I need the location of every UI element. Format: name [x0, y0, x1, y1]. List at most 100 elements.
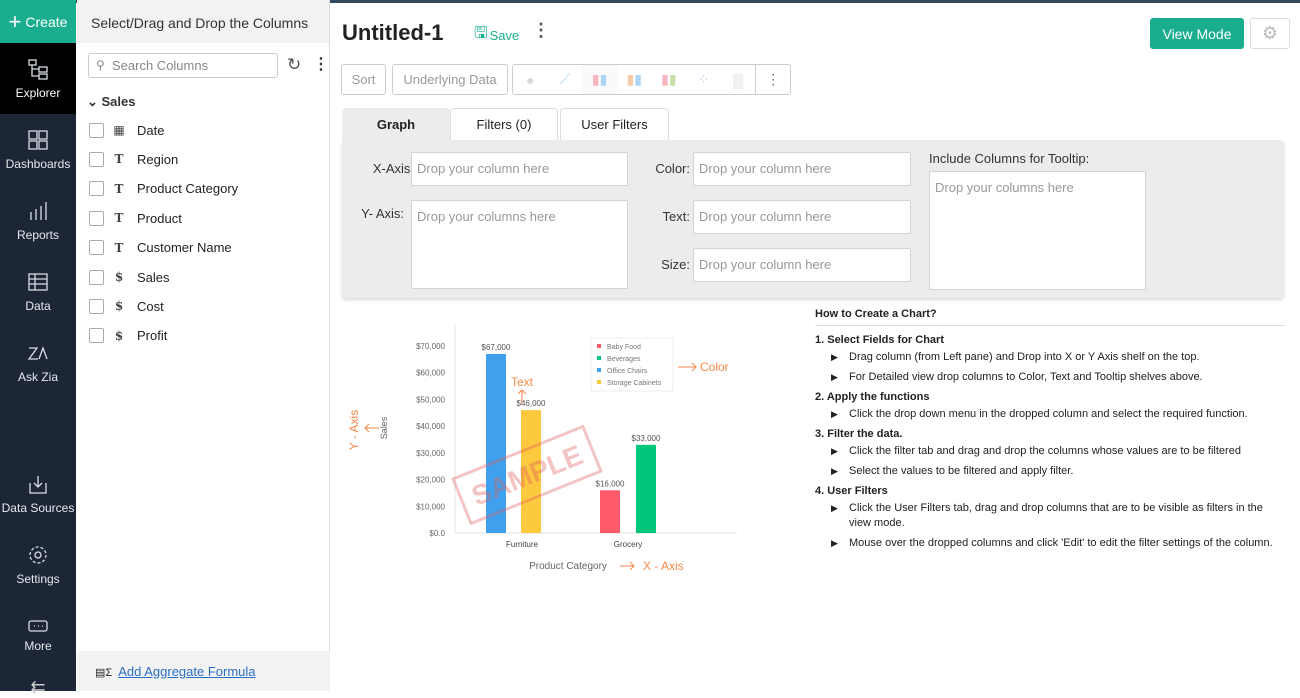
settings-gear-button[interactable]: ⚙ [1250, 18, 1290, 49]
stacked-bar-icon[interactable]: ▮ ▮ [626, 71, 642, 87]
column-checkbox[interactable] [89, 181, 104, 197]
scatter-chart-icon[interactable]: ⁘ [697, 71, 710, 87]
nav-data[interactable]: Data [0, 256, 76, 327]
column-checkbox[interactable] [89, 122, 104, 138]
legend-item: Baby Food [607, 344, 641, 351]
number-type-icon: $ [114, 299, 124, 314]
bar [521, 410, 541, 533]
column-item[interactable]: T Region [89, 149, 178, 169]
column-checkbox[interactable] [89, 269, 104, 285]
data-label: $16,000 [596, 479, 625, 488]
column-item[interactable]: $ Cost [89, 296, 164, 316]
size-drop[interactable]: Drop your column here [693, 248, 911, 282]
column-panel-header: Select/Drag and Drop the Columns [77, 0, 329, 43]
legend-item: Storage Cabinets [607, 380, 662, 387]
legend-swatch [597, 380, 601, 384]
view-mode-button[interactable]: View Mode [1150, 18, 1244, 49]
refresh-icon[interactable]: ↻ [287, 55, 302, 74]
bar [486, 354, 506, 533]
nav-dashboards[interactable]: Dashboards [0, 114, 76, 185]
pie-chart-icon[interactable]: ● [526, 71, 535, 88]
legend-item: Office Chairs [607, 368, 648, 375]
y-axis-drop[interactable]: Drop your columns here [411, 200, 628, 289]
combo-chart-icon[interactable]: ▮ ▮ [661, 71, 677, 87]
step-text: Click the filter tab and drag and drop t… [849, 445, 1241, 457]
column-checkbox[interactable] [89, 240, 104, 256]
column-item[interactable]: $ Sales [89, 267, 170, 287]
step-item: ▶ For Detailed view drop columns to Color… [815, 370, 1285, 385]
top-border [0, 0, 1300, 3]
bar-chart-icon[interactable]: ▮ ▮ [582, 65, 617, 94]
bullet-icon: ▶ [831, 466, 838, 476]
nav-ask-zia[interactable]: Ask Zia [0, 327, 76, 398]
left-nav: + Create Explorer Dashboards Reports Data… [0, 0, 76, 697]
y-axis-title: Sales [379, 416, 389, 439]
group-label: Sales [101, 94, 136, 109]
column-label: Profit [137, 328, 168, 344]
step-text: Mouse over the dropped columns and click… [849, 537, 1273, 549]
line-chart-icon[interactable]: ⟋ [560, 71, 570, 87]
more-icon [28, 619, 48, 632]
nav-data-sources[interactable]: Data Sources [0, 458, 76, 529]
column-checkbox[interactable] [89, 298, 104, 314]
column-item[interactable]: ▦ Date [89, 120, 164, 140]
collapse-icon[interactable]: ⇇ [30, 677, 46, 697]
tab-graph[interactable]: Graph [342, 108, 450, 140]
x-axis-drop[interactable]: Drop your column here [411, 152, 628, 186]
search-columns-input[interactable]: ⚲ Search Columns [88, 53, 278, 78]
column-checkbox[interactable] [89, 151, 104, 167]
text-type-icon: T [114, 211, 124, 226]
tab-filters[interactable]: Filters (0) [450, 108, 558, 140]
arrow-icon [364, 423, 379, 433]
y-tick-label: $10,000 [416, 502, 445, 511]
text-type-icon: T [114, 152, 124, 167]
nav-label: Ask Zia [17, 369, 58, 384]
nav-reports[interactable]: Reports [0, 185, 76, 256]
arrow-icon [517, 389, 527, 404]
bullet-icon: ▶ [831, 503, 838, 513]
bullet-icon: ▶ [831, 352, 838, 362]
column-item[interactable]: T Product Category [89, 179, 238, 199]
add-aggregate-formula: ▤Σ Add Aggregate Formula [77, 651, 330, 691]
text-drop[interactable]: Drop your column here [693, 200, 911, 234]
x-tick-label: Furniture [506, 540, 539, 549]
column-menu-icon[interactable]: ⋮ [313, 56, 329, 73]
column-label: Date [137, 122, 165, 138]
number-type-icon: $ [114, 328, 124, 343]
save-button[interactable]: 🖫 Save [474, 22, 519, 49]
search-placeholder: Search Columns [112, 58, 209, 73]
title-menu-icon[interactable]: ⋮ [532, 20, 550, 40]
table-group-sales[interactable]: ⌄ Sales [87, 94, 136, 109]
nav-settings[interactable]: Settings [0, 529, 76, 600]
map-chart-icon[interactable]: ▓ [732, 71, 744, 88]
nav-explorer[interactable]: Explorer [0, 43, 76, 114]
y-tick-label: $0.0 [429, 529, 445, 538]
column-item[interactable]: T Customer Name [89, 238, 232, 258]
color-drop[interactable]: Drop your column here [693, 152, 911, 186]
sort-button[interactable]: Sort [341, 64, 386, 95]
column-checkbox[interactable] [89, 210, 104, 226]
settings-icon [29, 545, 47, 564]
annotation-x-axis: X - Axis [643, 559, 684, 573]
report-title[interactable]: Untitled-1 [342, 20, 444, 45]
underlying-data-button[interactable]: Underlying Data [392, 64, 508, 95]
nav-more[interactable]: More [0, 600, 76, 671]
column-item[interactable]: $ Profit [89, 326, 167, 346]
more-charts-icon[interactable]: ⋮ [755, 65, 790, 94]
step-text: Select the values to be filtered and app… [849, 465, 1074, 477]
data-sources-icon [29, 475, 47, 494]
column-item[interactable]: T Product [89, 208, 182, 228]
y-tick-label: $70,000 [416, 342, 445, 351]
step-text: Click the User Filters tab, drag and dro… [849, 502, 1263, 529]
add-aggregate-formula-link[interactable]: Add Aggregate Formula [118, 664, 256, 679]
column-checkbox[interactable] [89, 328, 104, 344]
size-label: Size: [661, 257, 690, 272]
legend-swatch [597, 368, 601, 372]
zia-icon [27, 345, 48, 360]
create-button[interactable]: + Create [0, 0, 76, 43]
explorer-icon [28, 58, 48, 80]
tab-user-filters[interactable]: User Filters [560, 108, 669, 140]
graph-shelf: X-Axis: Drop your column here Y- Axis: D… [342, 140, 1284, 298]
date-type-icon: ▦ [113, 123, 125, 137]
tooltip-drop[interactable]: Drop your columns here [929, 171, 1146, 290]
